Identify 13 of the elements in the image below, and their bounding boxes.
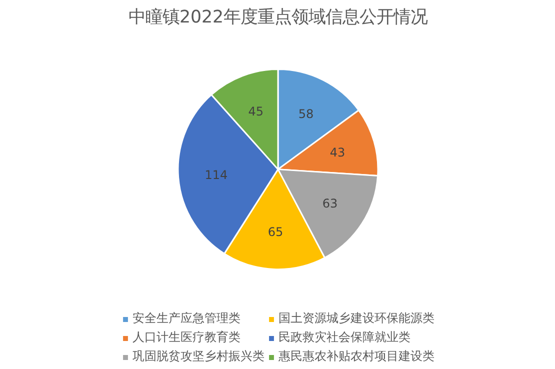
legend-label: 民政救灾社会保障就业类 (278, 329, 410, 346)
data-label: 43 (330, 145, 346, 160)
data-label: 45 (248, 104, 264, 119)
chart-title: 中瞳镇2022年度重点领域信息公开情况 (128, 8, 428, 28)
legend-label: 安全生产应急管理类 (132, 310, 240, 327)
data-label: 63 (322, 196, 338, 211)
legend-label: 巩固脱贫攻坚乡村振兴类 (132, 348, 264, 365)
data-label: 114 (204, 168, 228, 182)
data-label: 65 (268, 225, 284, 240)
data-label: 58 (298, 107, 314, 122)
legend-label: 人口计生医疗教育类 (132, 329, 240, 346)
legend-label: 惠民惠农补贴农村项目建设类 (278, 348, 434, 365)
legend-label: 国土资源城乡建设环保能源类 (278, 310, 434, 327)
